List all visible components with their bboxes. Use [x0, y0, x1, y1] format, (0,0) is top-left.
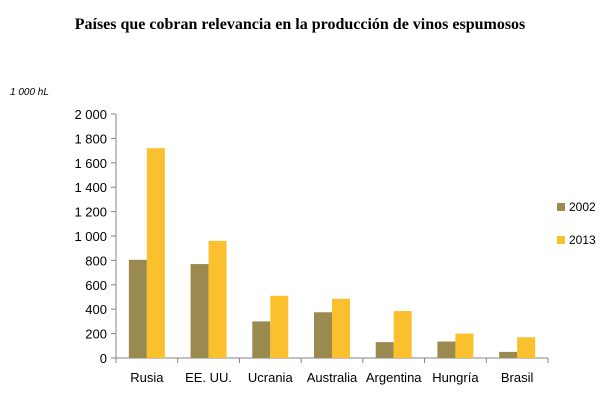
chart-title: Países que cobran relevancia en la produ…: [74, 16, 526, 33]
legend-label-2002: 2002: [569, 200, 596, 214]
y-tick-label: 1 800: [74, 131, 107, 146]
x-category-label: Hungría: [432, 370, 479, 385]
legend-swatch-2013: [557, 236, 565, 244]
y-axis-unit-label: 1 000 hL: [10, 87, 49, 98]
bar-2002-ucrania: [252, 321, 271, 358]
legend-label-2013: 2013: [569, 233, 596, 247]
bar-2013-australia: [332, 298, 350, 358]
legend-swatch-2002: [557, 203, 565, 211]
y-tick-label: 1 600: [74, 156, 107, 171]
y-tick-label: 400: [85, 302, 107, 317]
bar-2002-rusia: [128, 259, 147, 358]
bar-2002-argentina: [375, 342, 394, 358]
bar-2013-ucrania: [270, 295, 289, 358]
x-category-label: Rusia: [130, 370, 164, 385]
y-tick-label: 800: [85, 253, 107, 268]
x-category-label: Argentina: [366, 370, 422, 385]
bar-2013-argentina: [393, 311, 412, 358]
y-tick-label: 0: [100, 351, 107, 366]
bar-2002-ee-uu-: [190, 264, 209, 358]
x-category-label: Brasil: [501, 370, 534, 385]
y-tick-label: 1 000: [74, 229, 107, 244]
bar-2002-hungr-a: [437, 341, 456, 358]
bar-2002-brasil: [499, 351, 518, 358]
bar-2013-hungr-a: [455, 333, 474, 358]
bar-2002-australia: [314, 312, 332, 358]
x-category-label: Ucrania: [248, 370, 294, 385]
x-category-label: Australia: [307, 370, 358, 385]
bar-2013-brasil: [517, 337, 536, 358]
bar-2013-rusia: [146, 148, 165, 358]
bar-2013-ee-uu-: [208, 240, 227, 358]
y-tick-label: 600: [85, 278, 107, 293]
y-tick-label: 200: [85, 327, 107, 342]
x-category-label: EE. UU.: [185, 370, 232, 385]
y-tick-label: 2 000: [74, 107, 107, 122]
y-tick-label: 1 400: [74, 180, 107, 195]
y-tick-label: 1 200: [74, 205, 107, 220]
